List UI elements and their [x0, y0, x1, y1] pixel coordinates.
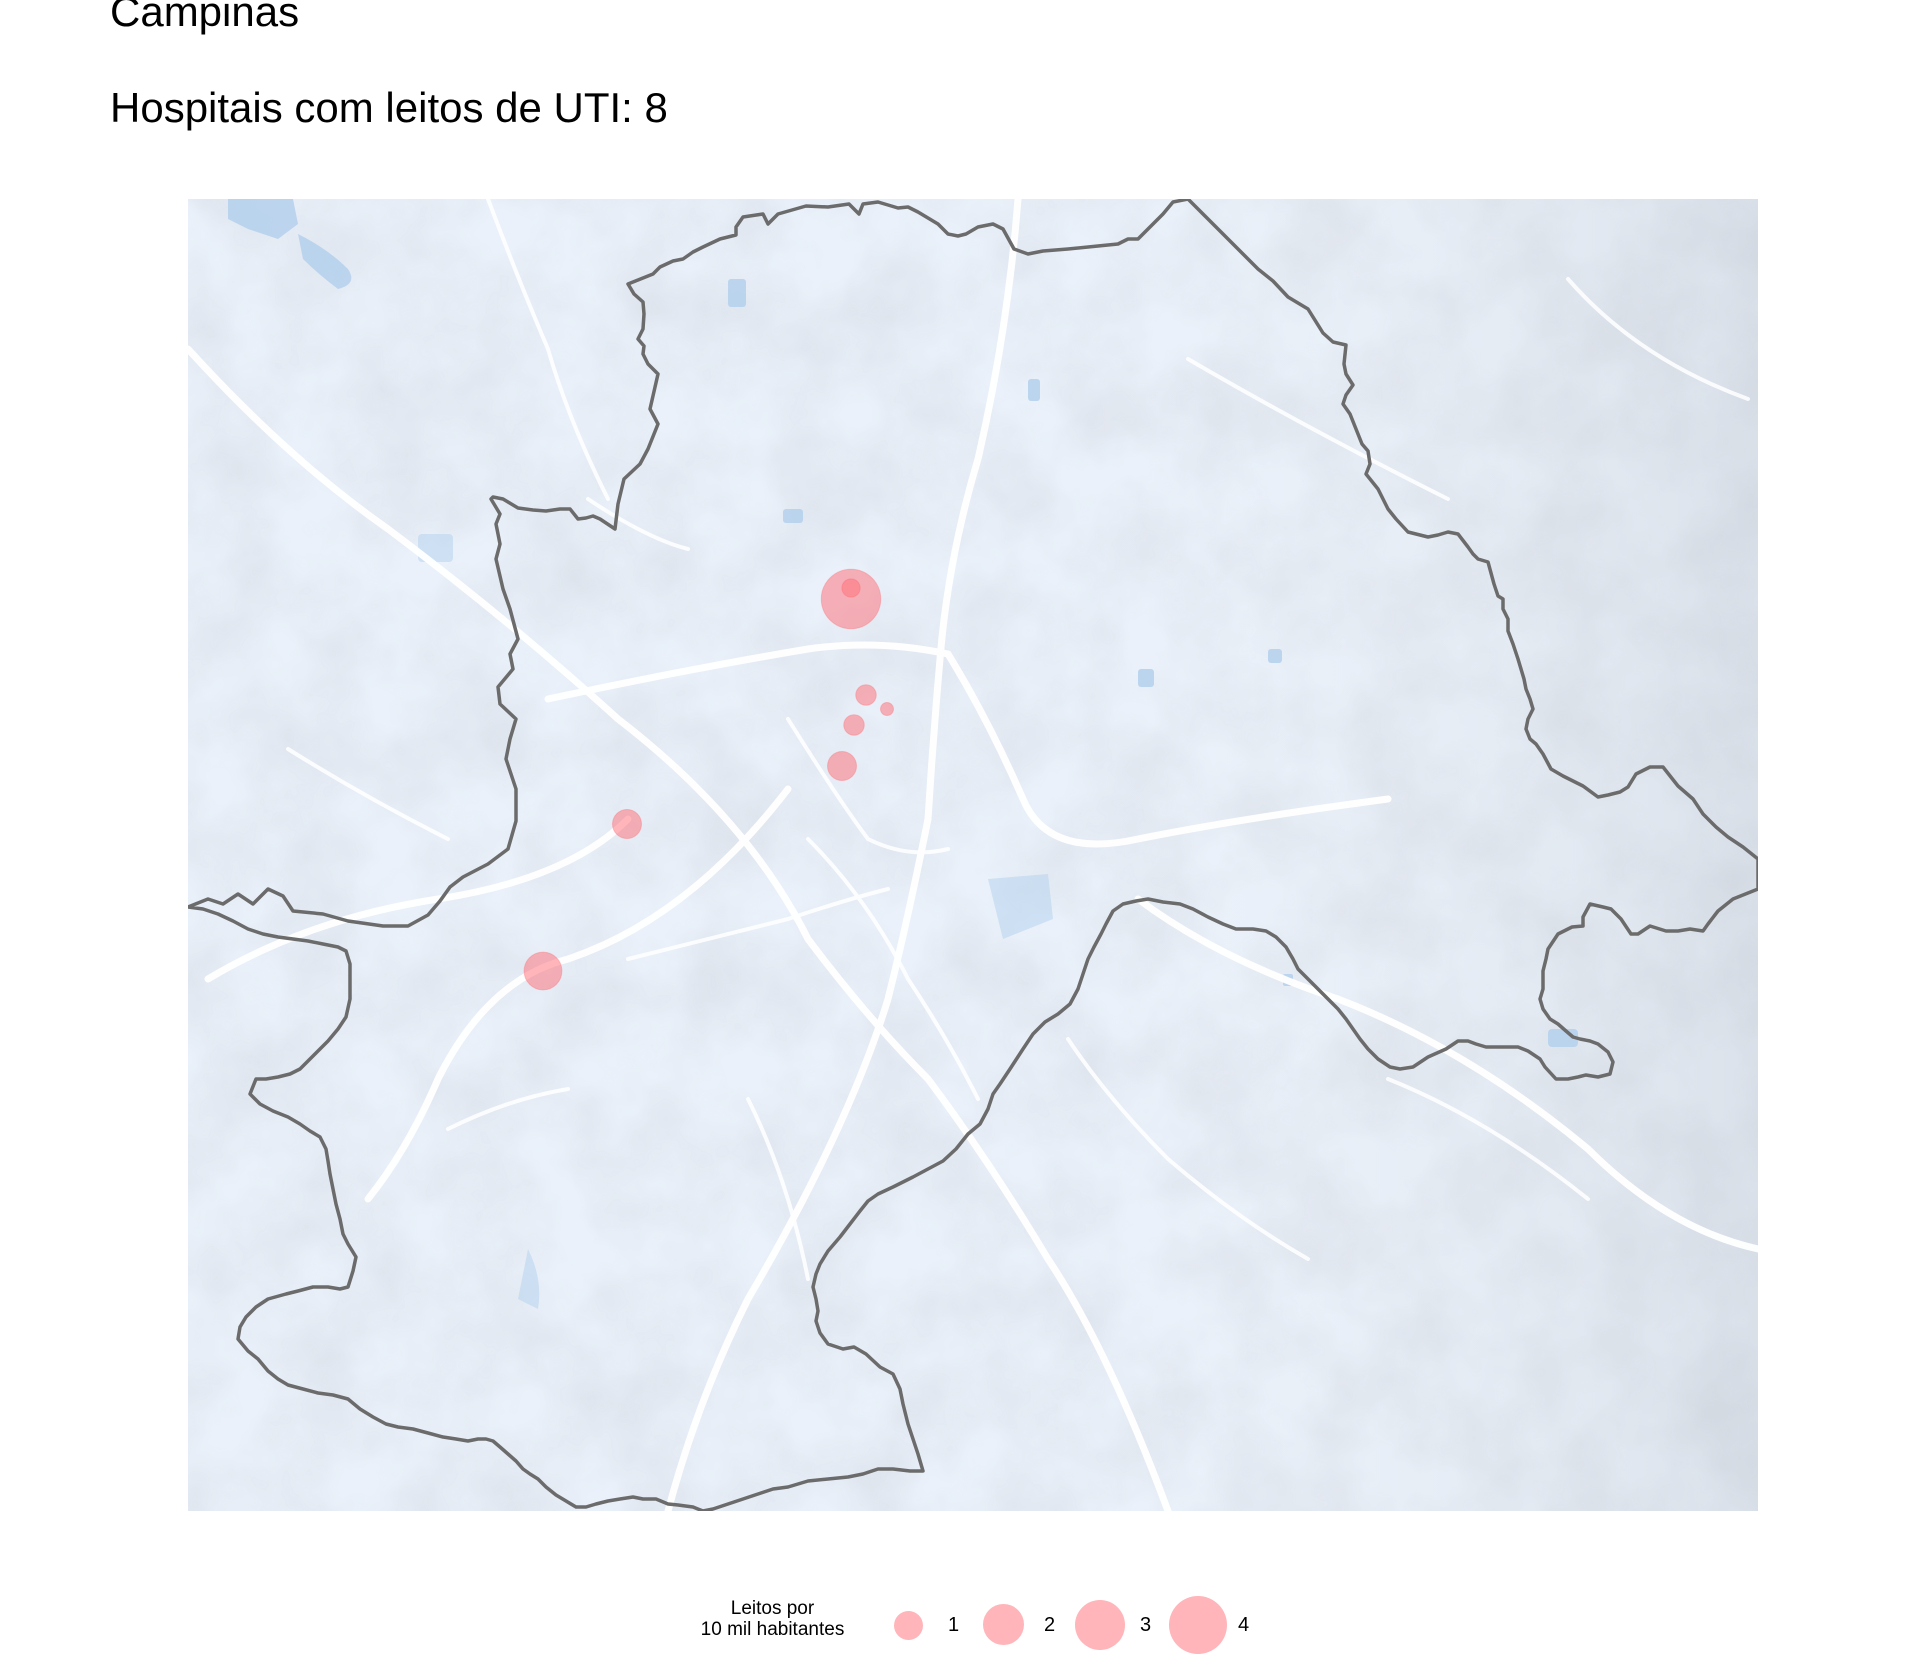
- hospital-marker[interactable]: [827, 751, 857, 781]
- hillshade-east: [188, 199, 1758, 1511]
- hospital-marker[interactable]: [855, 684, 877, 706]
- legend-size-label: 1: [948, 1614, 960, 1636]
- municipal-boundary: [188, 199, 1758, 1511]
- legend-items: 1 2 3 4: [880, 1596, 1300, 1654]
- legend-size-circle: [1169, 1596, 1227, 1654]
- water-bodies: [228, 199, 1578, 1309]
- legend-size-circle: [1074, 1599, 1126, 1651]
- map-panel[interactable]: [188, 199, 1758, 1511]
- legend-size-label: 3: [1140, 1614, 1152, 1636]
- road-network: [188, 199, 1758, 1511]
- hospital-markers: [523, 568, 894, 991]
- map-title: Campinas: [110, 0, 300, 35]
- hospital-marker[interactable]: [612, 809, 642, 839]
- map-subtitle: Hospitais com leitos de UTI: 8: [110, 84, 668, 131]
- legend-size-label: 2: [1044, 1614, 1056, 1636]
- legend-size-circle: [983, 1604, 1025, 1646]
- hospital-marker[interactable]: [523, 951, 563, 991]
- hospital-marker[interactable]: [880, 702, 894, 716]
- hospital-marker[interactable]: [843, 714, 865, 736]
- hospital-marker[interactable]: [841, 578, 861, 598]
- hospital-marker[interactable]: [820, 568, 882, 630]
- legend-title: Leitos por 10 mil habitantes: [700, 1598, 845, 1640]
- map-canvas: [188, 199, 1758, 1511]
- legend-size-label: 4: [1238, 1614, 1250, 1636]
- legend-size-circle: [893, 1610, 923, 1640]
